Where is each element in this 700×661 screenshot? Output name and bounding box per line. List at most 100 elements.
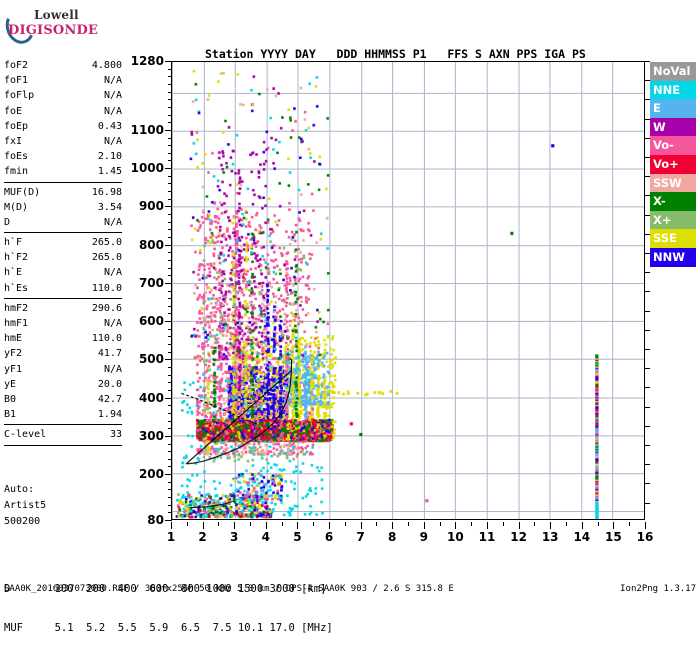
param-value: 3.54 <box>97 201 122 213</box>
y-axis-tick-label: 200 <box>138 467 164 482</box>
ionogram-plot-area <box>171 61 645 520</box>
y-axis-tick <box>168 198 172 200</box>
x-axis-tick <box>581 522 583 529</box>
x-axis-tick <box>534 522 536 526</box>
param-row: hmF2 290.6 <box>4 301 122 316</box>
param-row: D N/A <box>4 215 122 230</box>
y-axis-tick <box>165 168 172 170</box>
y-axis-tick <box>168 214 172 215</box>
x-axis-tick <box>234 522 236 529</box>
legend-item-noval[interactable]: NoVal <box>650 62 696 81</box>
y-axis-tick <box>168 137 172 139</box>
param-group-divider <box>4 232 122 234</box>
x-axis-tick <box>487 522 488 529</box>
legend-item-nne[interactable]: NNE <box>650 80 696 100</box>
param-row: h`F2 265.0 <box>4 250 122 265</box>
auto-label: Auto: <box>4 484 35 495</box>
x-axis-tick-label: 5 <box>293 530 302 544</box>
x-axis-tick <box>597 522 599 526</box>
y-axis-tick <box>168 504 172 506</box>
x-axis-tick-label: 4 <box>261 530 270 544</box>
legend-item-x[interactable]: X+ <box>650 210 696 230</box>
logo-digisonde-text: DIGISONDE <box>8 23 99 38</box>
x-axis-tick <box>376 522 378 526</box>
legend-item-w[interactable]: W <box>650 117 696 137</box>
x-axis-tick-label: 14 <box>573 530 591 544</box>
legend-item-ssw[interactable]: SSW <box>650 173 696 193</box>
x-axis-tick <box>408 522 409 526</box>
x-axis-tick-label: 8 <box>388 530 397 544</box>
param-row: foF1 N/A <box>4 73 122 88</box>
param-row: h`Es 110.0 <box>4 281 122 296</box>
lowell-digisonde-logo: Lowell DIGISONDE <box>1 6 126 48</box>
param-key: h`F2 <box>4 252 29 264</box>
param-row: hmF1 N/A <box>4 316 122 331</box>
x-axis-tick <box>297 522 299 529</box>
y-axis-tick <box>168 68 172 70</box>
y-axis-tick-label: 900 <box>138 199 164 214</box>
param-key: fxI <box>4 135 23 147</box>
legend-item-sse[interactable]: SSE <box>650 229 696 248</box>
y-axis-tick <box>168 229 172 231</box>
ionogram-echo-canvas <box>172 62 644 519</box>
legend-item-vo[interactable]: Vo- <box>650 136 696 155</box>
param-value: 265.0 <box>91 237 122 249</box>
param-row: B0 42.7 <box>4 392 122 407</box>
y-axis-tick <box>168 145 172 147</box>
y-axis-tick <box>168 236 172 238</box>
y-axis-tick <box>165 61 172 62</box>
x-axis-tick <box>329 522 330 529</box>
x-axis-tick <box>645 522 646 529</box>
param-value: 41.7 <box>97 348 122 360</box>
param-value: 33 <box>109 429 122 441</box>
param-key: fmin <box>4 166 29 178</box>
param-value: 2.10 <box>97 151 122 163</box>
legend-item-e[interactable]: E <box>650 99 696 118</box>
param-key: foEp <box>4 120 29 132</box>
param-row: foEp 0.43 <box>4 119 122 134</box>
param-value: N/A <box>103 216 122 228</box>
x-axis-tick <box>250 522 251 526</box>
y-axis-tick <box>168 114 172 116</box>
y-axis-tick <box>168 252 172 254</box>
y-axis-tick-label: 800 <box>138 237 164 252</box>
y-axis-tick <box>168 420 172 422</box>
y-axis-tick-label: 80 <box>147 513 164 527</box>
y-axis-tick <box>168 428 172 430</box>
param-row: fmin 1.45 <box>4 164 122 179</box>
param-row: M(D) 3.54 <box>4 200 122 215</box>
y-axis-tick <box>168 191 172 193</box>
param-key: foF2 <box>4 60 29 71</box>
legend-item-nnw[interactable]: NNW <box>650 247 696 267</box>
y-axis-tick <box>168 351 172 353</box>
y-axis-tick-label: 400 <box>138 390 164 405</box>
ionogram-page: Lowell DIGISONDE Station YYYY DAY DDD HH… <box>1 6 696 634</box>
y-axis-tick <box>165 129 172 131</box>
y-axis-tick-label: 600 <box>138 314 164 329</box>
legend-item-vo[interactable]: Vo+ <box>650 154 696 174</box>
x-axis-tick <box>502 522 504 526</box>
y-axis-tick <box>168 83 172 85</box>
auto-code: 500200 <box>4 516 41 527</box>
y-axis-tick <box>168 152 172 154</box>
y-axis-tick <box>168 466 172 468</box>
param-group-divider <box>4 181 122 183</box>
legend-item-x[interactable]: X- <box>650 192 696 211</box>
y-axis-tick <box>168 344 172 346</box>
param-key: yF2 <box>4 348 23 360</box>
param-key: yE <box>4 378 17 390</box>
x-axis-tick <box>313 522 315 526</box>
autoscaling-info: Auto: Artist5 500200 <box>4 482 122 530</box>
muf-table-row-muf: MUF 5.1 5.2 5.5 5.9 6.5 7.5 10.1 17.0 [M… <box>4 622 333 634</box>
y-axis-tick <box>165 435 172 437</box>
x-axis-tick <box>566 522 567 526</box>
param-key: foE <box>4 105 23 117</box>
polarization-direction-legend: NoVal NNE E W Vo- Vo+ SSW X- X+ SSE NNW <box>650 62 696 267</box>
param-key: foEs <box>4 151 29 163</box>
x-axis-tick <box>171 522 172 529</box>
param-key: h`E <box>4 267 23 279</box>
y-axis-tick <box>165 321 172 323</box>
y-axis-tick <box>168 489 172 491</box>
param-value: 110.0 <box>91 282 122 294</box>
x-axis-tick <box>455 522 457 529</box>
